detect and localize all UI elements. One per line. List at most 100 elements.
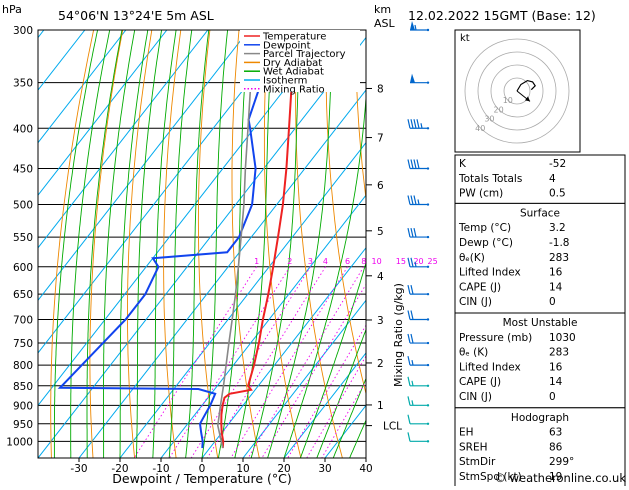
barb-full xyxy=(407,310,411,320)
wind-barb xyxy=(407,159,430,170)
temperature-tick-label: -10 xyxy=(152,463,169,475)
wet-adiabat xyxy=(119,30,149,458)
wet-adiabat xyxy=(185,30,210,458)
barb-full xyxy=(410,310,414,320)
barb-full xyxy=(413,119,417,129)
most-unstable-box xyxy=(454,312,626,409)
pressure-tick-label: 800 xyxy=(13,360,33,372)
temperature-tick-label: 40 xyxy=(359,463,372,475)
barb-full xyxy=(413,159,417,169)
hodograph-ring-label: 30 xyxy=(484,115,494,124)
mixing-ratio-label: 4 xyxy=(323,257,328,266)
height-axis: 8 7 6 5 4 3 2 1 LCL xyxy=(366,83,402,433)
surface-title: Surface xyxy=(520,207,560,219)
wind-barb xyxy=(407,414,430,426)
barb-full xyxy=(410,195,414,205)
most-unstable-row-value: 16 xyxy=(549,361,563,373)
height-tick-label: 3 xyxy=(377,315,384,327)
most-unstable-row-label: θₑ (K) xyxy=(459,347,488,359)
barb-base xyxy=(426,384,430,388)
background-lines xyxy=(0,30,366,458)
wet-adiabat xyxy=(250,30,301,458)
height-tick-label: 2 xyxy=(377,358,384,370)
mixing-ratio-axis-label: Mixing Ratio (g/kg) xyxy=(392,283,405,387)
isotherm xyxy=(38,36,366,458)
mixing-ratio-line xyxy=(230,266,348,458)
storm-motion-arrowhead xyxy=(525,96,530,102)
wind-barb xyxy=(407,285,430,296)
wet-adiabat xyxy=(299,261,366,458)
wet-adiabat xyxy=(86,30,123,458)
mixing-ratio-line xyxy=(169,266,291,458)
isotherm xyxy=(38,30,209,249)
wind-barb xyxy=(407,119,430,130)
barb-full xyxy=(416,159,420,169)
temperature-tick-label: -30 xyxy=(70,463,87,475)
barb-full xyxy=(407,396,411,406)
pressure-tick-label: 650 xyxy=(13,289,33,301)
wet-adiabat xyxy=(53,30,99,458)
wind-barb xyxy=(407,333,430,345)
most-unstable-row-label: Lifted Index xyxy=(459,361,521,373)
barb-full xyxy=(407,257,411,267)
barb-pennant xyxy=(410,73,415,83)
barb-full xyxy=(407,414,411,424)
sounding-datetime: 12.02.2022 15GMT (Base: 12) xyxy=(408,8,596,23)
isotherm xyxy=(201,246,366,458)
isotherm xyxy=(0,30,3,458)
hodograph-ring xyxy=(477,51,557,131)
temperature-tick-label: 10 xyxy=(236,463,249,475)
barb-full xyxy=(410,119,414,129)
height-tick-label: 5 xyxy=(377,226,384,238)
mixing-ratio-line xyxy=(306,355,366,458)
wet-adiabat xyxy=(103,30,136,458)
most-unstable-row-label: CAPE (J) xyxy=(459,376,501,388)
barb-base xyxy=(426,341,430,345)
wet-adiabat xyxy=(267,30,334,458)
temperature-tick-label: -20 xyxy=(111,463,128,475)
mixing-ratio-label: 10 xyxy=(372,257,382,266)
station-location: 54°06'N 13°24'E 5m ASL xyxy=(58,8,214,23)
legend-entry: Isotherm xyxy=(263,76,307,87)
pressure-tick-label: 850 xyxy=(13,381,33,393)
isotherm xyxy=(119,141,366,458)
barb-half xyxy=(414,24,417,31)
pressure-tick-label: 300 xyxy=(13,25,33,37)
hodograph-row-label: StmSpd (kt) xyxy=(459,471,522,483)
surface-row-label: Lifted Index xyxy=(459,267,521,279)
dry-adiabat xyxy=(89,30,124,458)
dry-adiabat xyxy=(50,30,95,458)
most-unstable-title: Most Unstable xyxy=(503,317,578,329)
barb-base xyxy=(426,292,430,296)
most-unstable-row-value: 283 xyxy=(549,347,569,359)
wet-adiabat xyxy=(316,328,366,458)
wind-barb xyxy=(407,355,430,367)
dry-adiabat xyxy=(127,30,153,458)
wind-barb xyxy=(407,432,430,443)
wind-barb xyxy=(407,257,430,269)
index-row-value: 4 xyxy=(549,173,556,185)
pressure-tick-label: 750 xyxy=(13,338,33,350)
barb-full xyxy=(407,119,411,129)
hodograph-row-label: StmDir xyxy=(459,456,496,468)
most-unstable-row-label: CIN (J) xyxy=(459,391,492,403)
barb-base xyxy=(426,404,430,407)
legend-entry: Dry Adiabat xyxy=(263,58,322,69)
barb-base xyxy=(426,440,430,443)
hodograph-ring xyxy=(503,77,531,105)
hodograph-box-title: Hodograph xyxy=(511,412,569,424)
index-row-label: PW (cm) xyxy=(459,188,503,200)
barb-full xyxy=(410,285,414,295)
isotherm xyxy=(38,30,168,197)
mixing-ratio-labels: 1 2 3 4 6 8 10 15 20 25 xyxy=(254,257,438,266)
barb-half xyxy=(420,123,423,129)
surface-row-label: CIN (J) xyxy=(459,296,492,308)
dry-adiabat xyxy=(295,30,343,458)
barb-base xyxy=(426,28,430,32)
barb-base xyxy=(426,203,430,206)
most-unstable-row-label: Pressure (mb) xyxy=(459,332,532,344)
wet-adiabat xyxy=(234,30,274,458)
wet-adiabat xyxy=(70,30,111,458)
